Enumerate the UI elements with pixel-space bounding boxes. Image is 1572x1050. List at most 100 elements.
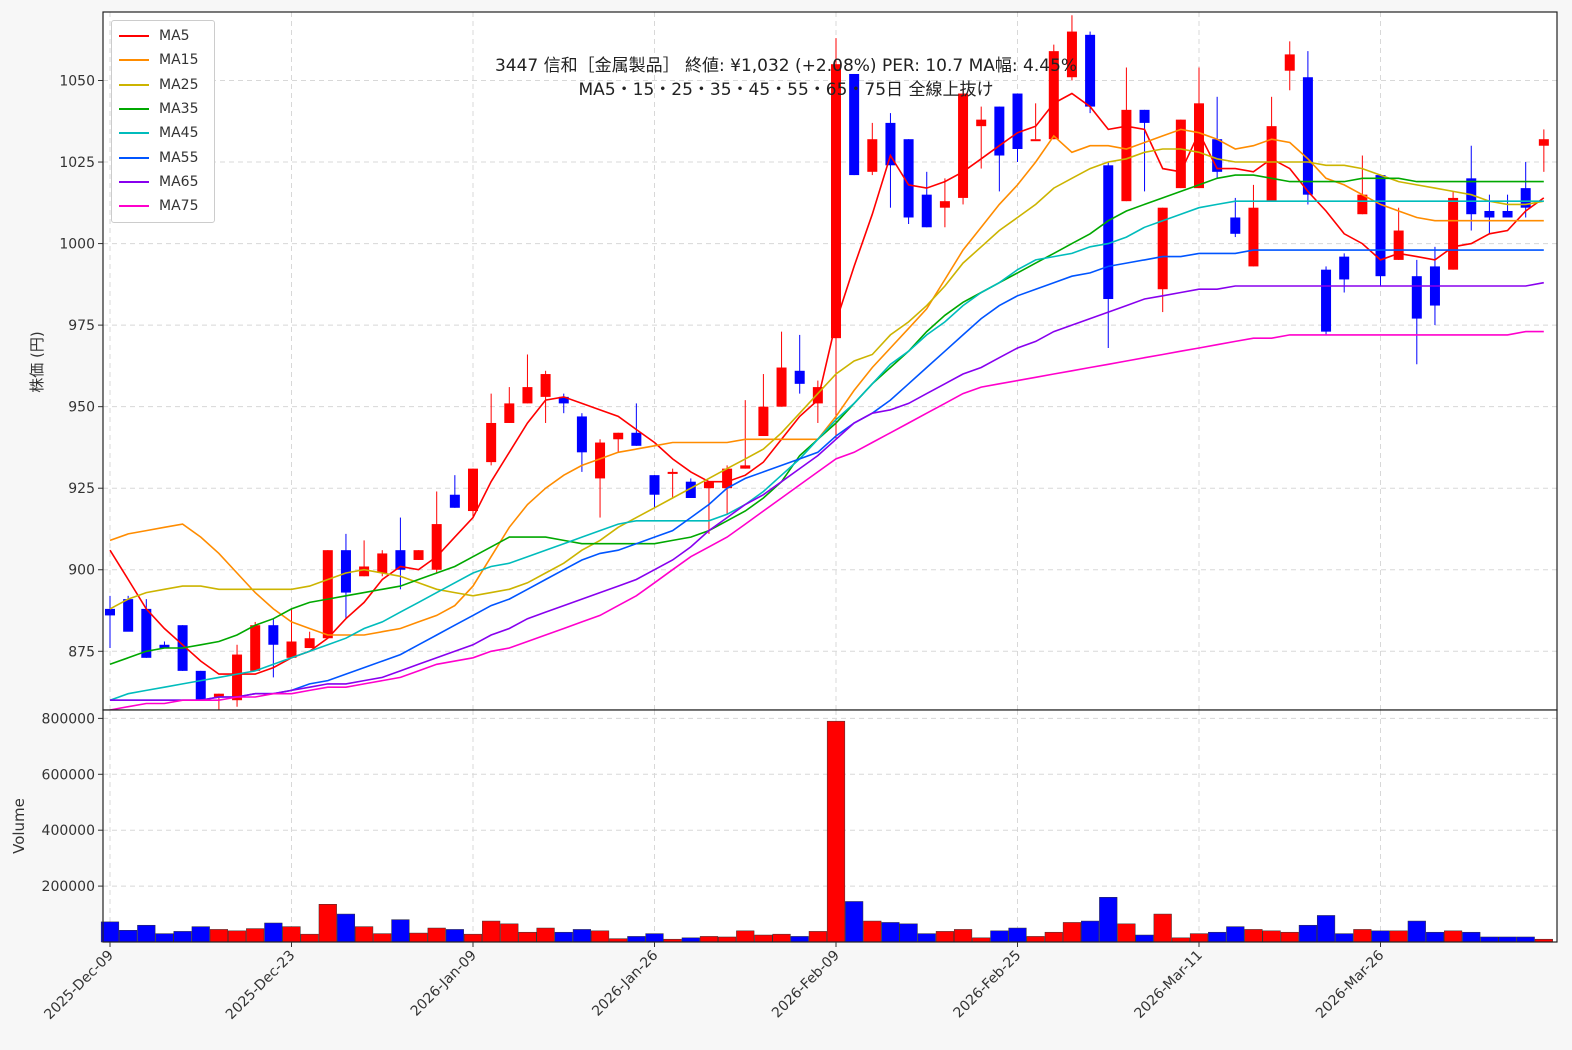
volume-bar <box>917 933 936 943</box>
candle-body <box>903 139 914 218</box>
candle-body <box>1139 109 1150 123</box>
volume-bar <box>699 936 719 943</box>
candle-body <box>486 422 497 463</box>
volume-tick-label: 800000 <box>42 711 95 727</box>
volume-bar <box>536 927 555 943</box>
candle-body <box>377 553 388 574</box>
legend-item-ma15: MA15 <box>112 48 214 72</box>
volume-bar <box>754 934 773 943</box>
candle-body <box>213 693 224 697</box>
candle-body <box>304 638 315 649</box>
candle-body <box>885 122 896 166</box>
candle-body <box>558 396 569 404</box>
candle-body <box>195 670 206 701</box>
volume-bar <box>1498 936 1517 943</box>
legend-swatch <box>119 156 149 159</box>
volume-bar <box>355 926 374 943</box>
legend-item-ma35: MA35 <box>112 97 214 121</box>
chart-title: 3447 信和［金属製品］ 終値: ¥1,032 (+2.08%) PER: 1… <box>0 54 1572 102</box>
price-tick-label: 875 <box>68 644 95 660</box>
price-tick-label: 1000 <box>59 237 95 253</box>
candle-body <box>232 654 243 701</box>
ma-line-ma75 <box>109 330 1544 711</box>
candle-body <box>740 465 751 469</box>
volume-bar <box>590 930 610 943</box>
volume-bar <box>1062 922 1082 943</box>
legend-swatch <box>119 59 149 62</box>
volume-bar <box>790 936 809 943</box>
legend-label: MA45 <box>159 125 199 142</box>
volume-bar <box>1153 913 1172 943</box>
legend-label: MA65 <box>159 173 199 190</box>
volume-bar <box>155 933 174 943</box>
volume-bar <box>427 927 446 943</box>
candle-body <box>849 73 860 176</box>
ma-line-ma65 <box>110 281 1544 702</box>
candle-body <box>322 550 333 639</box>
volume-bar <box>1280 931 1299 943</box>
volume-bar <box>1044 931 1063 943</box>
ma-line-ma15 <box>109 128 1544 636</box>
volume-bar <box>282 926 301 943</box>
candle-body <box>449 494 460 508</box>
x-tick-label: 2026-Feb-25 <box>951 948 1025 1022</box>
volume-bar <box>1008 927 1027 943</box>
candle-body <box>105 608 115 616</box>
candle-body <box>340 550 351 593</box>
x-tick-label: 2025-Dec-09 <box>41 948 116 1023</box>
volume-bar <box>119 930 138 943</box>
candle-body <box>667 471 678 474</box>
volume-bar <box>1298 924 1317 943</box>
candle-body <box>540 374 551 397</box>
candle-body <box>685 481 696 498</box>
volume-bar <box>972 937 991 943</box>
legend-item-ma5: MA5 <box>112 24 214 48</box>
legend-swatch <box>119 35 149 38</box>
candle-body <box>1266 126 1277 202</box>
volume-bar <box>808 931 827 943</box>
volume-bar <box>645 933 664 943</box>
volume-panel: 200000 400000 600000 800000 <box>42 709 1558 943</box>
ma-line-ma5 <box>109 92 1545 675</box>
volume-axis-label: Volume <box>10 798 28 854</box>
x-tick-label: 2026-Feb-09 <box>769 948 843 1022</box>
candle-body <box>1339 256 1350 280</box>
volume-bar <box>845 901 864 943</box>
volume-bar <box>772 933 791 943</box>
volume-bar <box>1117 923 1136 943</box>
candle-body <box>1121 109 1132 202</box>
volume-bar <box>1389 930 1408 943</box>
volume-bar <box>572 929 591 943</box>
candle-body <box>1230 217 1241 234</box>
volume-plot-border <box>102 709 1558 943</box>
legend-swatch <box>119 180 149 183</box>
legend-label: MA55 <box>159 149 199 166</box>
candle-body <box>268 625 279 645</box>
volume-bar <box>336 913 356 943</box>
candle-body <box>631 432 642 446</box>
volume-tick-label: 600000 <box>42 767 95 783</box>
volume-bar <box>445 929 464 943</box>
candle-body <box>504 403 515 423</box>
candle-body <box>758 406 769 437</box>
candle-body <box>1175 119 1186 189</box>
candle-body <box>1157 207 1168 290</box>
legend-label: MA25 <box>159 76 199 93</box>
legend-label: MA35 <box>159 101 199 118</box>
ma-line-ma55 <box>110 249 1544 702</box>
candle-body <box>595 442 606 479</box>
volume-bar <box>881 922 900 943</box>
volume-bar <box>173 931 192 943</box>
candle-body <box>1393 230 1404 260</box>
volume-bar <box>391 919 410 943</box>
chart-title-line1: 3447 信和［金属製品］ 終値: ¥1,032 (+2.08%) PER: 1… <box>494 56 1078 76</box>
candle-body <box>1484 210 1495 218</box>
legend-swatch <box>119 83 149 86</box>
volume-bar <box>826 720 846 943</box>
volume-bar <box>482 920 501 943</box>
volume-bar <box>1353 929 1372 943</box>
volume-bar <box>899 923 918 943</box>
volume-bar <box>191 926 210 943</box>
candle-body <box>359 566 370 577</box>
volume-bar <box>246 928 265 943</box>
